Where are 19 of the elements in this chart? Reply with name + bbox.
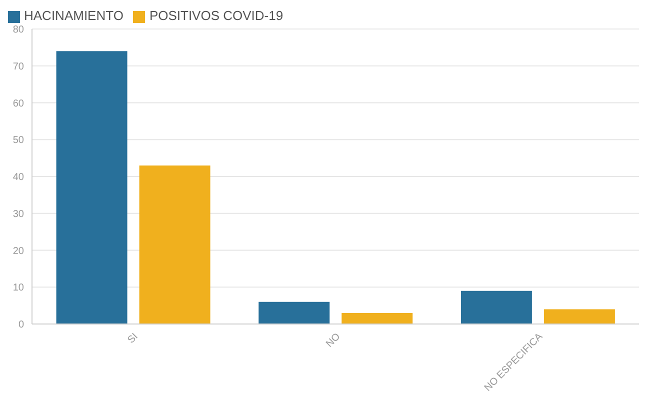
y-tick-label: 50 [12,135,24,146]
y-tick-label: 60 [12,98,24,110]
x-tick-label: SI [126,331,140,346]
y-tick-label: 20 [12,246,24,257]
x-tick-label: NO [324,331,343,350]
y-tick-label: 30 [12,208,24,220]
bar [342,312,413,324]
bar [544,309,615,324]
y-tick-label: 10 [12,282,24,294]
legend-label: POSITIVOS COVID-19 [149,8,284,23]
bar [56,51,128,324]
y-tick-label: 40 [12,172,24,184]
bar [258,302,330,324]
legend-label: HACINAMIENTO [24,8,124,23]
y-tick-label: 70 [12,61,24,72]
y-tick-label: 80 [12,24,24,36]
bar [139,165,210,324]
bar [460,290,532,324]
y-tick-label: 0 [18,320,24,331]
